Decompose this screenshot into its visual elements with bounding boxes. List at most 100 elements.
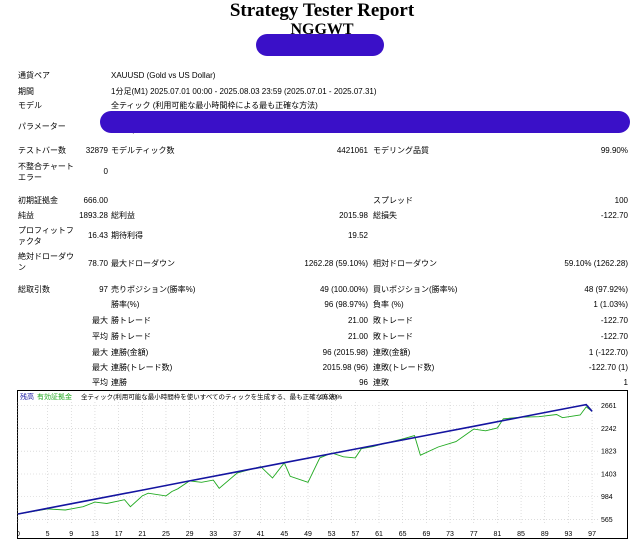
x-tick-label: 17	[115, 531, 123, 538]
avg-win-value: 21.00	[347, 332, 368, 341]
gross-loss-value: -122.70	[600, 211, 628, 220]
y-tick-label: 984	[601, 494, 613, 501]
equity-series-line	[17, 406, 593, 515]
mismatch-label: 不整合チャートエラー	[18, 162, 74, 182]
redaction-mark	[256, 34, 384, 56]
abs-drawdown-label: 絶対ドローダウン	[18, 252, 74, 272]
loss-rate-value: 1 (1.03%)	[593, 300, 628, 309]
x-tick-label: 5	[46, 531, 50, 538]
gross-profit-value: 2015.98	[339, 211, 368, 220]
x-tick-label: 49	[304, 531, 312, 538]
model-value: 全ティック (利用可能な最小時間枠による最も正確な方法)	[111, 101, 318, 110]
max-cons-count-prefix: 最大	[92, 363, 108, 372]
quality-value: 99.90%	[600, 146, 628, 155]
x-tick-label: 53	[328, 531, 336, 538]
avg-cons-losses-label: 連敗	[373, 378, 389, 387]
x-tick-label: 9	[69, 531, 73, 538]
y-tick-label: 1823	[601, 449, 617, 456]
avg-cons-losses-value: 1	[623, 378, 628, 387]
x-tick-label: 65	[399, 531, 407, 538]
rel-drawdown-label: 相対ドローダウン	[373, 259, 437, 268]
expected-payoff-value: 19.52	[347, 231, 368, 240]
max-cons-losses-label: 連敗(金額)	[373, 348, 411, 357]
y-tick-label: 1403	[601, 472, 617, 479]
chart-frame	[17, 390, 628, 539]
total-trades-label: 総取引数	[18, 285, 50, 294]
x-tick-label: 33	[209, 531, 217, 538]
balance-chart: 0 5 9 13 17 21 25 29 33 37 41 45 49 53 57 61 65 69 73 77 81 8…	[17, 390, 628, 539]
avg-cons-wins-label: 連勝	[111, 378, 127, 387]
max-cons-prefix: 最大	[92, 348, 108, 357]
x-tick-label: 85	[517, 531, 525, 538]
net-profit-label: 純益	[18, 211, 34, 220]
gross-profit-label: 総利益	[111, 211, 135, 220]
gross-loss-label: 総損失	[373, 211, 397, 220]
period-value: 1分足(M1) 2025.07.01 00:00 - 2025.08.03 23…	[111, 87, 377, 96]
x-tick-label: 97	[588, 531, 596, 538]
deposit-value: 666.00	[83, 196, 108, 205]
y-tick-label: 2242	[601, 426, 617, 433]
x-tick-label: 0	[17, 531, 20, 538]
x-tick-label: 41	[257, 531, 265, 538]
abs-drawdown-value: 78.70	[87, 259, 108, 268]
x-tick-label: 25	[162, 531, 170, 538]
x-tick-label: 93	[565, 531, 573, 538]
ticks-value: 4421061	[336, 146, 368, 155]
max-drawdown-label: 最大ドローダウン	[111, 259, 175, 268]
symbol-label: 通貨ペア	[18, 71, 50, 80]
max-cons-profit-value: 2015.98 (96)	[322, 363, 368, 372]
total-trades-value: 97	[99, 285, 108, 294]
loss-rate-label: 負率 (%)	[373, 300, 404, 309]
x-tick-label: 57	[351, 531, 359, 538]
quality-label: モデリング品質	[373, 146, 429, 155]
spread-label: スプレッド	[373, 196, 413, 205]
rel-drawdown-value: 59.10% (1262.28)	[564, 259, 628, 268]
max-cons-losses-value: 1 (-122.70)	[588, 348, 628, 357]
avg-cons-prefix: 平均	[92, 378, 108, 387]
x-tick-label: 77	[470, 531, 478, 538]
max-cons-wins-label: 連勝(金額)	[111, 348, 149, 357]
largest-win-value: 21.00	[347, 316, 368, 325]
max-cons-wins-value: 96 (2015.98)	[322, 348, 368, 357]
legend-model: 全ティック(利用可能な最小時間枠を使いすべてのティックを生成する、最も正確な方法…	[81, 392, 337, 401]
short-positions-value: 49 (100.00%)	[319, 285, 368, 294]
redaction-mark	[100, 111, 630, 133]
largest-loss-value: -122.70	[600, 316, 628, 325]
x-tick-label: 37	[233, 531, 241, 538]
avg-loss-label: 敗トレード	[373, 332, 413, 341]
largest-prefix: 最大	[92, 316, 108, 325]
x-tick-label: 61	[375, 531, 383, 538]
period-label: 期間	[18, 87, 34, 96]
win-rate-value: 96 (98.97%)	[324, 300, 368, 309]
params-label: パラメーター	[18, 122, 66, 131]
mismatch-value: 0	[103, 167, 108, 176]
max-drawdown-value: 1262.28 (59.10%)	[304, 259, 368, 268]
x-tick-label: 81	[493, 531, 501, 538]
y-tick-label: 2661	[601, 403, 617, 410]
ticks-label: モデルティック数	[111, 146, 175, 155]
max-cons-loss-label: 連敗(トレード数)	[373, 363, 435, 372]
profit-factor-label: プロフィットファクタ	[18, 226, 74, 246]
legend-quality: 99.90%	[320, 394, 342, 401]
max-cons-loss-value: -122.70 (1)	[588, 363, 628, 372]
long-positions-label: 買いポジション(勝率%)	[373, 285, 458, 294]
x-tick-label: 73	[446, 531, 454, 538]
profit-factor-value: 16.43	[87, 231, 108, 240]
average-prefix: 平均	[92, 332, 108, 341]
largest-loss-label: 敗トレード	[373, 316, 413, 325]
avg-win-label: 勝トレード	[111, 332, 151, 341]
max-cons-profit-label: 連勝(トレード数)	[111, 363, 173, 372]
x-tick-label: 69	[422, 531, 430, 538]
report-title: Strategy Tester Report	[229, 0, 415, 21]
y-tick-label: 565	[601, 517, 613, 524]
report-subtitle: NGGWT	[290, 21, 354, 38]
spread-value: 100	[614, 196, 628, 205]
expected-payoff-label: 期待利得	[111, 231, 143, 240]
avg-cons-wins-value: 96	[359, 378, 368, 387]
symbol-value: XAUUSD (Gold vs US Dollar)	[111, 71, 216, 80]
largest-win-label: 勝トレード	[111, 316, 151, 325]
win-rate-label: 勝率(%)	[111, 300, 140, 309]
short-positions-label: 売りポジション(勝率%)	[111, 285, 196, 294]
x-tick-label: 21	[138, 531, 146, 538]
model-label: モデル	[18, 101, 42, 110]
